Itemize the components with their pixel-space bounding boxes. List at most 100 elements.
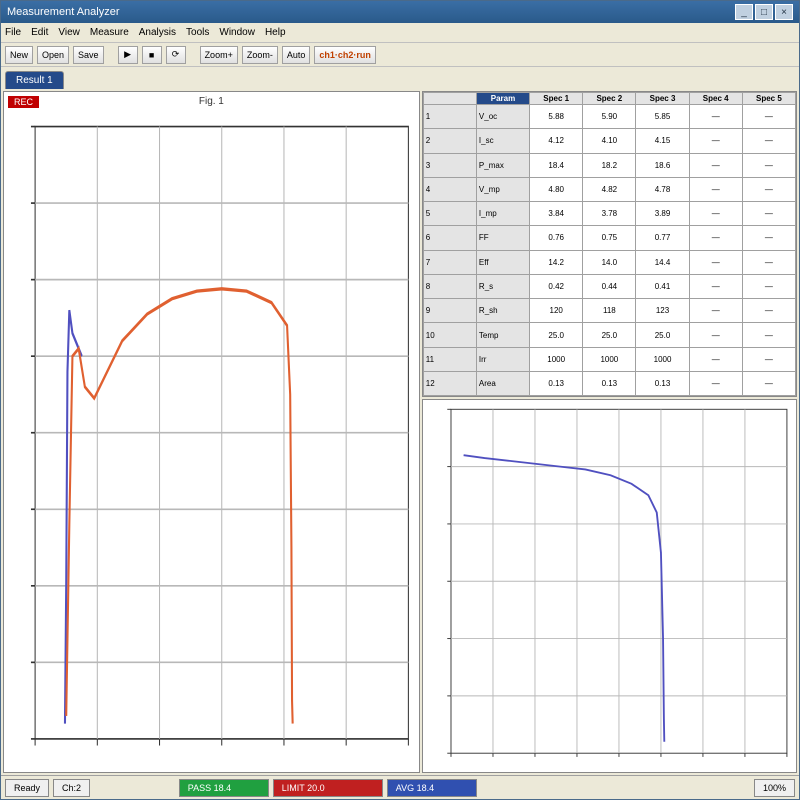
cell: 1000	[636, 347, 689, 371]
cell: 12	[423, 371, 476, 395]
col-header[interactable]: Spec 3	[636, 93, 689, 105]
cell: 6	[423, 226, 476, 250]
cell: —	[689, 153, 742, 177]
cell: 1	[423, 105, 476, 129]
table-row[interactable]: 9R_sh120118123——	[423, 299, 795, 323]
cell: —	[689, 274, 742, 298]
cell: —	[742, 153, 795, 177]
cell: —	[742, 299, 795, 323]
menu-window[interactable]: Window	[219, 27, 255, 38]
cell: Irr	[476, 347, 529, 371]
cell: —	[742, 274, 795, 298]
toolbtn-[interactable]: ⟳	[166, 46, 186, 64]
statusbar: Ready Ch:2 PASS 18.4 LIMIT 20.0 AVG 18.4…	[1, 775, 799, 799]
cell: 4.82	[583, 177, 636, 201]
col-header[interactable]	[423, 93, 476, 105]
cell: 8	[423, 274, 476, 298]
table-row[interactable]: 4V_mp4.804.824.78——	[423, 177, 795, 201]
cell: 123	[636, 299, 689, 323]
menu-tools[interactable]: Tools	[186, 27, 209, 38]
menu-help[interactable]: Help	[265, 27, 286, 38]
table-row[interactable]: 11Irr100010001000——	[423, 347, 795, 371]
app-window: Measurement Analyzer _ □ × File Edit View M…	[0, 0, 800, 800]
tab-result-1[interactable]: Result 1	[5, 71, 64, 89]
cell: 1000	[530, 347, 583, 371]
data-grid[interactable]: ParamSpec 1Spec 2Spec 3Spec 4Spec 5 1V_oc…	[423, 92, 796, 396]
cell: 5.88	[530, 105, 583, 129]
table-row[interactable]: 6FF0.760.750.77——	[423, 226, 795, 250]
table-row[interactable]: 8R_s0.420.440.41——	[423, 274, 795, 298]
right-column: ParamSpec 1Spec 2Spec 3Spec 4Spec 5 1V_oc…	[422, 91, 797, 773]
cell: 0.77	[636, 226, 689, 250]
table-row[interactable]: 10Temp25.025.025.0——	[423, 323, 795, 347]
cell: —	[742, 105, 795, 129]
cell: 4.12	[530, 129, 583, 153]
cell: —	[689, 299, 742, 323]
col-header[interactable]: Param	[476, 93, 529, 105]
chart1-svg	[4, 110, 419, 772]
cell: 4.15	[636, 129, 689, 153]
menu-view[interactable]: View	[58, 27, 80, 38]
toolbtn-auto[interactable]: Auto	[282, 46, 311, 64]
table-row[interactable]: 5I_mp3.843.783.89——	[423, 202, 795, 226]
cell: —	[742, 202, 795, 226]
cell: 2	[423, 129, 476, 153]
cell: 10	[423, 323, 476, 347]
cell: FF	[476, 226, 529, 250]
title-text: Measurement Analyzer	[7, 6, 120, 18]
toolbtn-[interactable]: ▶	[118, 46, 138, 64]
table-row[interactable]: 2I_sc4.124.104.15——	[423, 129, 795, 153]
toolbtn-zoom[interactable]: Zoom+	[200, 46, 238, 64]
cell: 0.13	[530, 371, 583, 395]
cell: Area	[476, 371, 529, 395]
toolbtn-[interactable]: ■	[142, 46, 162, 64]
menu-analysis[interactable]: Analysis	[139, 27, 176, 38]
cell: Eff	[476, 250, 529, 274]
col-header[interactable]: Spec 1	[530, 93, 583, 105]
table-row[interactable]: 7Eff14.214.014.4——	[423, 250, 795, 274]
col-header[interactable]: Spec 2	[583, 93, 636, 105]
maximize-button[interactable]: □	[755, 4, 773, 20]
cell: —	[689, 202, 742, 226]
cell: 4.80	[530, 177, 583, 201]
content-area: REC Fig. 1 ParamSpec 1Spec 2Spec 3Spec 4…	[1, 89, 799, 775]
cell: V_oc	[476, 105, 529, 129]
menu-measure[interactable]: Measure	[90, 27, 129, 38]
close-button[interactable]: ×	[775, 4, 793, 20]
cell: I_sc	[476, 129, 529, 153]
col-header[interactable]: Spec 4	[689, 93, 742, 105]
toolbtn-zoom[interactable]: Zoom-	[242, 46, 278, 64]
toolbtn-new[interactable]: New	[5, 46, 33, 64]
cell: R_s	[476, 274, 529, 298]
table-row[interactable]: 12Area0.130.130.13——	[423, 371, 795, 395]
minimize-button[interactable]: _	[735, 4, 753, 20]
data-grid-panel: ParamSpec 1Spec 2Spec 3Spec 4Spec 5 1V_oc…	[422, 91, 797, 397]
toolbtn-open[interactable]: Open	[37, 46, 69, 64]
cell: 4	[423, 177, 476, 201]
col-header[interactable]: Spec 5	[742, 93, 795, 105]
table-row[interactable]: 1V_oc5.885.905.85——	[423, 105, 795, 129]
chart1-area[interactable]	[4, 110, 419, 772]
menu-file[interactable]: File	[5, 27, 21, 38]
cell: 3.78	[583, 202, 636, 226]
cell: 5.85	[636, 105, 689, 129]
chart2-area[interactable]	[423, 400, 796, 772]
cell: 0.41	[636, 274, 689, 298]
cell: 14.2	[530, 250, 583, 274]
secondary-chart-panel	[422, 399, 797, 773]
cell: 0.75	[583, 226, 636, 250]
cell: 14.4	[636, 250, 689, 274]
menu-edit[interactable]: Edit	[31, 27, 48, 38]
cell: R_sh	[476, 299, 529, 323]
table-row[interactable]: 3P_max18.418.218.6——	[423, 153, 795, 177]
cell: 4.78	[636, 177, 689, 201]
cell: 7	[423, 250, 476, 274]
cell: —	[742, 250, 795, 274]
cell: 5.90	[583, 105, 636, 129]
cell: 14.0	[583, 250, 636, 274]
cell: 18.4	[530, 153, 583, 177]
cell: I_mp	[476, 202, 529, 226]
cell: 9	[423, 299, 476, 323]
cell: 1000	[583, 347, 636, 371]
toolbtn-save[interactable]: Save	[73, 46, 104, 64]
